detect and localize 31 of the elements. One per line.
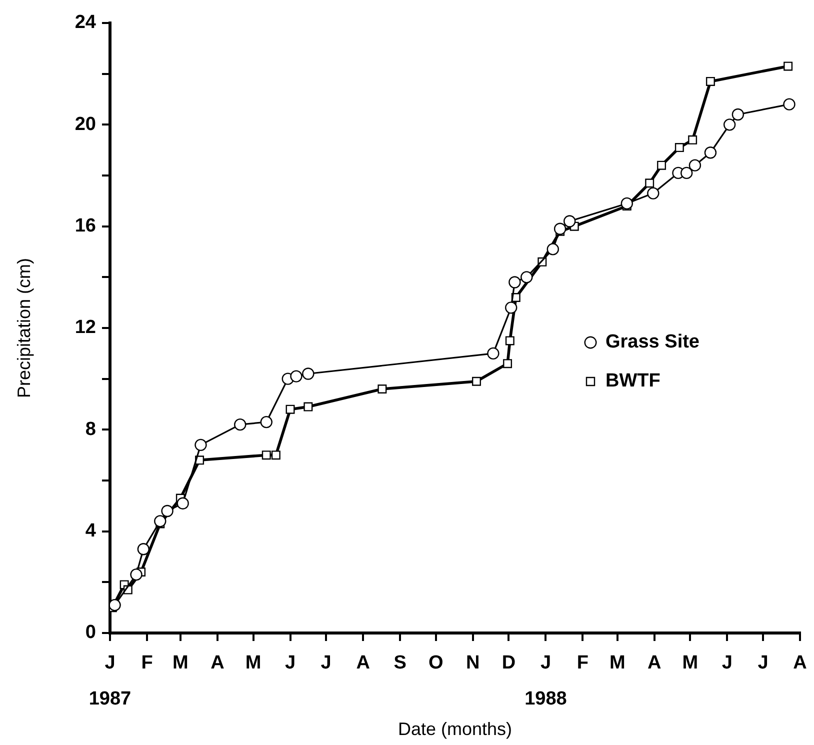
x-axis-title: Date (months) [398, 719, 512, 740]
y-tick-label: 16 [74, 216, 96, 237]
x-tick-label: J [284, 652, 296, 674]
y-tick-label: 8 [85, 418, 96, 440]
y-axis-title: Precipitation (cm) [14, 258, 34, 398]
x-tick-label: N [466, 652, 480, 674]
y-tick-label: 4 [85, 520, 96, 542]
x-tick-label: F [576, 652, 589, 674]
x-tick-label: M [682, 652, 698, 674]
x-tick-label: J 1987 [88, 652, 132, 710]
x-tick-label: J 1988 [524, 652, 567, 710]
x-tick-label: A [793, 652, 808, 674]
x-tick-label: J [722, 652, 732, 674]
y-tick-label: 20 [74, 114, 96, 135]
x-tick-label: M [172, 652, 188, 674]
x-tick-label: F [141, 652, 153, 674]
x-tick-label: S [394, 652, 406, 674]
y-tick-label: 0 [85, 622, 96, 644]
x-tick-label: M [609, 652, 626, 674]
y-tick-label: 12 [74, 317, 96, 338]
x-tick-label: D [502, 652, 516, 674]
legend-label: BWTF [606, 370, 660, 392]
x-tick-label: J [758, 652, 768, 674]
y-tick-label: 24 [74, 12, 96, 34]
x-tick-label: J [320, 652, 332, 674]
x-tick-label: O [428, 652, 444, 674]
x-tick-label: M [245, 652, 262, 674]
legend-label: Grass Site [606, 332, 700, 353]
x-tick-label: A [647, 652, 662, 674]
x-tick-label: A [356, 652, 370, 674]
x-tick-label: A [210, 652, 225, 674]
